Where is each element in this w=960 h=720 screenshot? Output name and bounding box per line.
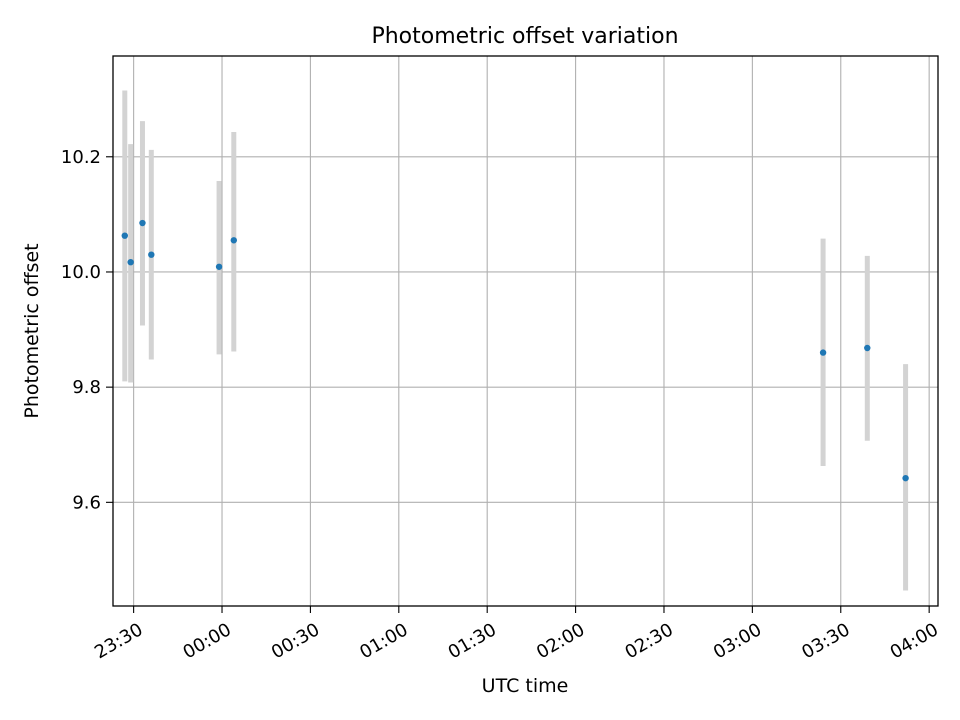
- y-tick-label: 9.8: [72, 377, 101, 398]
- y-axis-label: Photometric offset: [21, 243, 43, 418]
- plot-frame: [112, 55, 939, 607]
- grid: [113, 56, 938, 606]
- y-tick-label: 10.0: [61, 262, 101, 283]
- chart-title: Photometric offset variation: [371, 24, 678, 49]
- data-point: [819, 349, 827, 356]
- y-tick-label: 10.2: [61, 147, 101, 168]
- data-point: [139, 219, 146, 227]
- y-tick-label: 9.6: [72, 492, 101, 513]
- x-axis-label: UTC time: [482, 675, 569, 697]
- data-point: [148, 251, 155, 258]
- data-point: [215, 263, 223, 270]
- data-point: [127, 258, 134, 266]
- y-axis: 9.6 9.8 10.0 10.2: [61, 147, 113, 513]
- data-point: [121, 232, 128, 239]
- data-point: [902, 474, 909, 482]
- data-points: [121, 219, 909, 482]
- data-point: [230, 237, 238, 244]
- data-point: [864, 344, 871, 352]
